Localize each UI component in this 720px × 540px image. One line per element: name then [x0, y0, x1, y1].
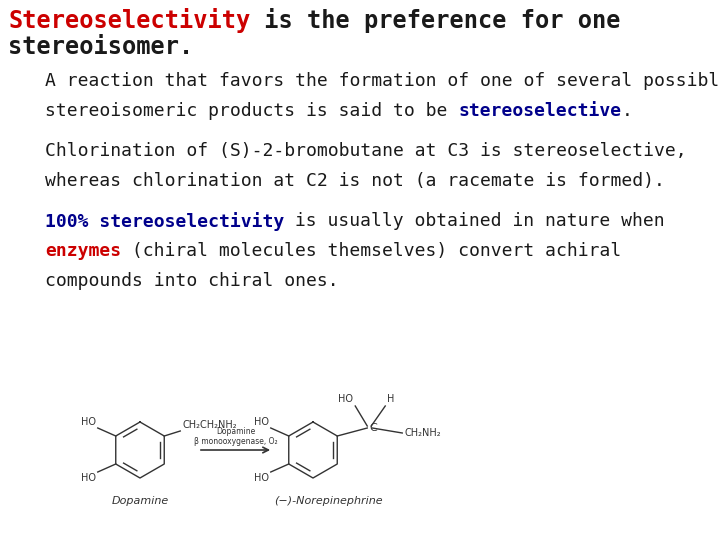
- Text: whereas chlorination at C2 is not (a racemate is formed).: whereas chlorination at C2 is not (a rac…: [45, 172, 665, 191]
- Text: is usually obtained in nature when: is usually obtained in nature when: [284, 212, 665, 231]
- Text: HO: HO: [253, 417, 269, 427]
- Text: (−)-Norepinephrine: (−)-Norepinephrine: [274, 496, 382, 506]
- Text: β monooxygenase, O₂: β monooxygenase, O₂: [194, 437, 277, 446]
- Text: H: H: [387, 394, 395, 404]
- Text: Dopamine: Dopamine: [216, 427, 255, 436]
- Text: HO: HO: [253, 473, 269, 483]
- Text: .: .: [621, 103, 632, 120]
- Text: HO: HO: [338, 394, 354, 404]
- Text: stereoisomer.: stereoisomer.: [8, 36, 193, 59]
- Text: (chiral molecules themselves) convert achiral: (chiral molecules themselves) convert ac…: [121, 242, 621, 260]
- Text: enzymes: enzymes: [45, 242, 121, 260]
- Text: stereoisomeric products is said to be: stereoisomeric products is said to be: [45, 103, 458, 120]
- Text: Stereoselectivity: Stereoselectivity: [8, 8, 251, 33]
- Text: A reaction that favors the formation of one of several possible: A reaction that favors the formation of …: [45, 72, 720, 90]
- Text: 100% stereoselectivity: 100% stereoselectivity: [45, 212, 284, 231]
- Text: stereoselective: stereoselective: [458, 103, 621, 120]
- Text: Chlorination of (S)-2-bromobutane at C3 is stereoselective,: Chlorination of (S)-2-bromobutane at C3 …: [45, 143, 687, 160]
- Text: compounds into chiral ones.: compounds into chiral ones.: [45, 272, 338, 291]
- Text: CH₂NH₂: CH₂NH₂: [404, 428, 441, 438]
- Text: HO: HO: [81, 473, 96, 483]
- Text: CH₂CH₂NH₂: CH₂CH₂NH₂: [182, 420, 237, 430]
- Text: is the preference for one: is the preference for one: [251, 8, 621, 33]
- Text: C: C: [369, 423, 377, 433]
- Text: HO: HO: [81, 417, 96, 427]
- Text: Dopamine: Dopamine: [112, 496, 168, 506]
